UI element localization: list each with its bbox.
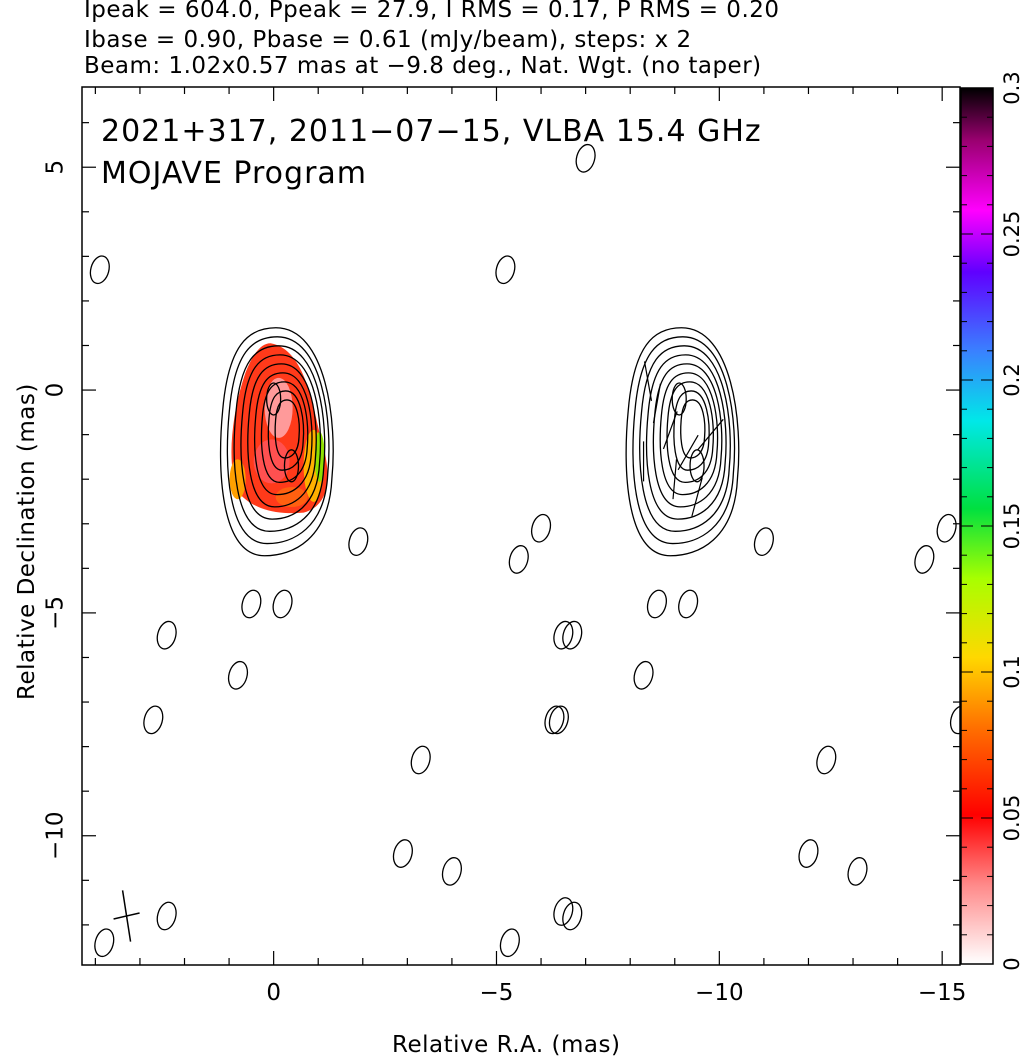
contour-level <box>632 336 736 545</box>
y-tick-label: 0 <box>43 383 69 398</box>
plot-frame <box>81 86 961 966</box>
contour-level <box>645 354 727 520</box>
polarization-region-tail <box>275 487 308 508</box>
intensity-contours-right <box>625 327 740 557</box>
isolated-contour <box>272 589 293 619</box>
component-contour <box>689 449 705 483</box>
contour-level <box>267 390 305 471</box>
contour-level <box>666 381 714 484</box>
isolated-contour <box>156 901 177 931</box>
y-tick-label: 5 <box>43 160 69 175</box>
isolated-contour <box>499 928 520 958</box>
isolated-contour <box>143 705 164 735</box>
contour-level <box>240 354 322 520</box>
polarization-vector <box>662 411 678 450</box>
contour-level <box>247 363 317 508</box>
colorbar-tick-label: 0.3 <box>1000 71 1022 104</box>
polarization-vector <box>677 434 699 471</box>
isolated-contour <box>949 705 960 735</box>
y-tick-label: −5 <box>43 596 69 630</box>
isolated-contour <box>914 545 935 574</box>
polarization-vector <box>697 418 724 451</box>
colorbar-tick-label: 0.25 <box>1000 211 1022 258</box>
contour-level <box>260 381 309 484</box>
isolated-contour <box>241 589 262 619</box>
polarization-vector <box>672 459 678 500</box>
isolated-contour <box>798 839 819 868</box>
colorbar-tick-label: 0 <box>1000 957 1022 970</box>
isolated-contour <box>562 901 583 931</box>
polarization-region-core <box>264 377 293 438</box>
component-contour <box>283 449 300 483</box>
axis-ticks: 0 −5 −10 −15 5 0 −5 −10 <box>43 87 967 1006</box>
isolated-contour <box>753 527 774 556</box>
isolated-contour <box>227 660 249 690</box>
x-tick-label: −10 <box>695 980 744 1006</box>
isolated-contour <box>936 513 957 543</box>
plot-title: 2021+317, 2011−07−15, VLBA 15.4 GHz <box>101 114 762 149</box>
isolated-contour <box>508 545 529 574</box>
polarization-vector <box>691 477 703 517</box>
isolated-contour <box>544 705 565 735</box>
header-line-beam: Beam: 1.02x0.57 mas at −9.8 deg., Nat. W… <box>84 53 762 79</box>
contour-level <box>652 363 723 508</box>
polarization-vector <box>643 361 653 401</box>
isolated-contour <box>530 513 552 543</box>
x-tick-label: −15 <box>918 980 967 1006</box>
isolated-contour <box>495 255 516 285</box>
contour-level <box>274 399 300 459</box>
fractional-polarization-map <box>229 343 328 514</box>
y-tick-label: −10 <box>43 811 69 860</box>
data-layer <box>89 143 960 958</box>
colorbar-tick-label: 0.1 <box>1000 655 1022 688</box>
isolated-contour <box>847 857 868 886</box>
contour-level <box>639 345 731 532</box>
contour-level <box>233 345 326 532</box>
isolated-contour <box>392 839 413 868</box>
contour-level <box>219 327 334 557</box>
colorbar-tick-label: 0.05 <box>1000 795 1022 842</box>
isolated-contour <box>94 928 115 958</box>
beam-minor-axis <box>113 912 140 920</box>
component-contour <box>671 382 687 416</box>
contour-level <box>226 336 330 545</box>
contour-level <box>673 390 710 471</box>
isolated-contour <box>633 660 654 690</box>
isolated-contour <box>562 620 583 650</box>
header-line-base: Ibase = 0.90, Pbase = 0.61 (mJy/beam), s… <box>84 27 692 53</box>
isolated-contour <box>553 620 574 650</box>
isolated-contour <box>816 745 837 775</box>
y-axis-label: Relative Declination (mas) <box>14 383 40 700</box>
x-tick-label: −5 <box>480 980 514 1006</box>
colorbar-tick-label: 0.2 <box>1000 363 1022 396</box>
contour-level <box>680 399 706 459</box>
plot-subtitle: MOJAVE Program <box>101 156 368 191</box>
isolated-contour <box>575 143 596 173</box>
contour-level <box>659 372 719 496</box>
x-axis-label: Relative R.A. (mas) <box>392 1032 621 1058</box>
isolated-contour <box>553 897 574 926</box>
isolated-contour <box>156 620 177 650</box>
contour-level <box>254 372 313 496</box>
isolated-contour <box>678 589 699 619</box>
isolated-contour <box>441 857 462 886</box>
colorbar-ticks: 0 0.05 0.1 0.15 0.2 0.25 0.3 <box>961 71 1022 971</box>
contour-level <box>625 327 740 557</box>
polarization-vector <box>652 383 661 424</box>
colorbar-tick-label: 0.15 <box>1000 503 1022 550</box>
isolated-contour <box>348 527 369 556</box>
isolated-contour <box>89 255 110 285</box>
x-tick-label: 0 <box>266 980 281 1006</box>
component-contour <box>265 382 282 416</box>
header-line-peaks: Ipeak = 604.0, Ppeak = 27.9, I RMS = 0.1… <box>84 0 780 23</box>
intensity-contours-left <box>219 327 334 557</box>
isolated-contour <box>410 745 431 775</box>
isolated-contour <box>646 589 668 619</box>
